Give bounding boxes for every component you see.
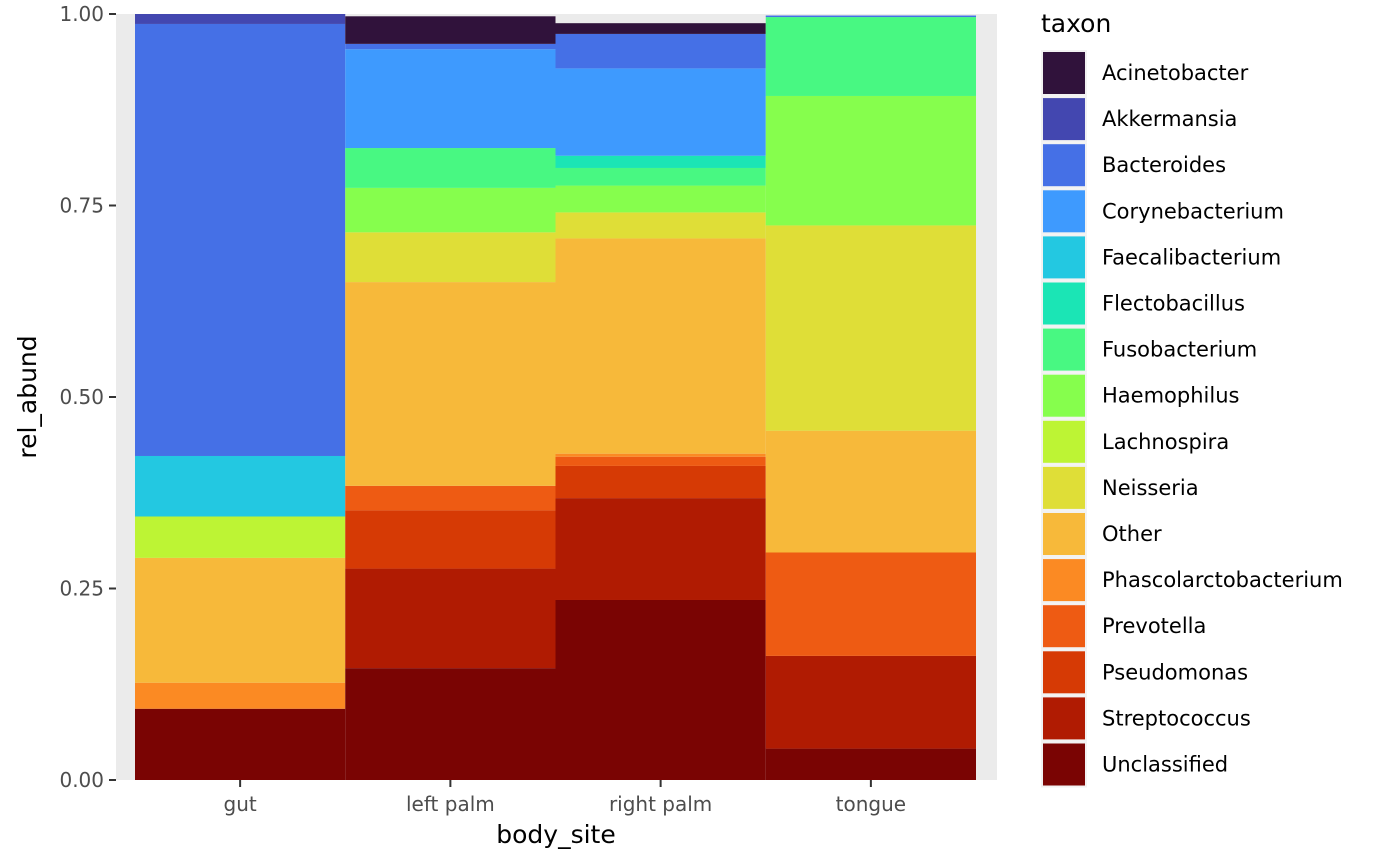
y-tick-label: 0.75 — [59, 194, 104, 218]
bar-segment-right-palm-fusobacterium — [555, 167, 766, 186]
bar-segment-tongue-neisseria — [765, 225, 976, 431]
bar-segment-right-palm-prevotella — [555, 456, 766, 466]
bar-segment-left-palm-haemophilus — [345, 187, 556, 233]
legend-label: Flectobacillus — [1102, 292, 1245, 316]
legend-swatch-prevotella — [1043, 605, 1085, 648]
legend-label: Streptococcus — [1102, 706, 1251, 730]
legend: Acinetobacter Akkermansia Bacteroides Coryn… — [1041, 50, 1343, 788]
bar-segment-tongue-fusobacterium — [765, 17, 976, 96]
y-tick-label: 0.25 — [59, 577, 104, 601]
bar-segment-right-palm-pseudomonas — [555, 465, 766, 499]
legend-swatch-phascolarctobacterium — [1043, 559, 1085, 602]
legend-swatch-fusobacterium — [1043, 328, 1085, 371]
y-tick-label: 1.00 — [59, 2, 104, 26]
bar-segment-gut-lachnospira — [135, 516, 346, 558]
bar-segment-right-palm-phascolarctobacterium — [555, 453, 766, 457]
legend-label: Faecalibacterium — [1102, 245, 1281, 269]
legend-label: Phascolarctobacterium — [1102, 568, 1343, 592]
legend-label: Lachnospira — [1102, 430, 1229, 454]
y-axis-title: rel_abund — [13, 335, 42, 458]
bar-segment-right-palm-corynebacterium — [555, 68, 766, 156]
x-tick-label: tongue — [836, 792, 906, 816]
x-tick-label: right palm — [609, 792, 712, 816]
bar-segment-left-palm-neisseria — [345, 232, 556, 283]
bar-segment-right-palm-streptococcus — [555, 498, 766, 600]
legend-swatch-akkermansia — [1043, 98, 1085, 141]
bar-segment-gut-other — [135, 557, 346, 683]
legend-label: Other — [1102, 522, 1162, 546]
x-axis-title: body_site — [496, 820, 615, 849]
y-axis: 0.00 0.25 0.50 0.75 1.00 — [59, 2, 116, 792]
bar-segment-left-palm-pseudomonas — [345, 510, 556, 569]
legend-label: Acinetobacter — [1102, 61, 1249, 85]
bar-segment-right-palm-acinetobacter — [555, 23, 766, 34]
y-tick-label: 0.00 — [59, 768, 104, 792]
bar-segment-gut-phascolarctobacterium — [135, 682, 346, 709]
bar-segment-left-palm-acinetobacter — [345, 16, 556, 44]
bar-segment-right-palm-haemophilus — [555, 185, 766, 213]
bar-segment-tongue-other — [765, 430, 976, 553]
bar-segment-right-palm-unclassified — [555, 599, 766, 780]
legend-swatch-streptococcus — [1043, 697, 1085, 740]
legend-swatch-corynebacterium — [1043, 190, 1085, 233]
legend-swatch-bacteroides — [1043, 144, 1085, 187]
bar-segment-left-palm-fusobacterium — [345, 148, 556, 188]
x-tick-label: gut — [224, 792, 257, 816]
legend-swatch-lachnospira — [1043, 420, 1085, 463]
legend-swatch-other — [1043, 513, 1085, 555]
legend-label: Neisseria — [1102, 476, 1199, 500]
legend-swatch-flectobacillus — [1043, 282, 1085, 325]
bar-segment-left-palm-bacteroides — [345, 43, 556, 50]
bar-segment-left-palm-unclassified — [345, 668, 556, 780]
legend-label: Akkermansia — [1102, 107, 1237, 131]
legend-label: Unclassified — [1102, 753, 1228, 777]
legend-title: taxon — [1041, 9, 1111, 38]
bar-segment-tongue-prevotella — [765, 552, 976, 656]
bar-segment-gut-faecalibacterium — [135, 455, 346, 517]
bar-segment-gut-bacteroides — [135, 23, 346, 456]
legend-swatch-haemophilus — [1043, 374, 1085, 417]
bar-segment-tongue-haemophilus — [765, 95, 976, 226]
legend-label: Fusobacterium — [1102, 338, 1257, 362]
x-axis: gut left palm right palm tongue — [224, 780, 906, 816]
bar-segment-tongue-streptococcus — [765, 655, 976, 749]
legend-swatch-pseudomonas — [1043, 651, 1085, 694]
y-tick-label: 0.50 — [59, 385, 104, 409]
legend-swatch-acinetobacter — [1043, 52, 1085, 94]
bar-stacks — [135, 14, 976, 780]
bar-segment-right-palm-bacteroides — [555, 33, 766, 69]
legend-label: Prevotella — [1102, 614, 1206, 638]
bar-segment-tongue-bacteroides — [765, 15, 976, 18]
bar-segment-left-palm-streptococcus — [345, 568, 556, 669]
legend-label: Haemophilus — [1102, 384, 1239, 408]
legend-swatch-faecalibacterium — [1043, 236, 1085, 279]
bar-segment-gut-unclassified — [135, 708, 346, 780]
legend-label: Bacteroides — [1102, 153, 1226, 177]
bar-segment-right-palm-other — [555, 238, 766, 454]
bar-segment-gut-akkermansia — [135, 14, 346, 24]
legend-swatch-neisseria — [1043, 466, 1085, 509]
bar-segment-tongue-unclassified — [765, 748, 976, 780]
x-tick-label: left palm — [406, 792, 495, 816]
bar-segment-left-palm-corynebacterium — [345, 49, 556, 149]
legend-label: Pseudomonas — [1102, 660, 1248, 684]
bar-segment-left-palm-other — [345, 282, 556, 486]
bar-segment-right-palm-flectobacillus — [555, 155, 766, 168]
legend-swatch-unclassified — [1043, 743, 1085, 786]
legend-label: Corynebacterium — [1102, 199, 1284, 223]
bar-segment-left-palm-prevotella — [345, 485, 556, 511]
bar-segment-right-palm-neisseria — [555, 212, 766, 239]
